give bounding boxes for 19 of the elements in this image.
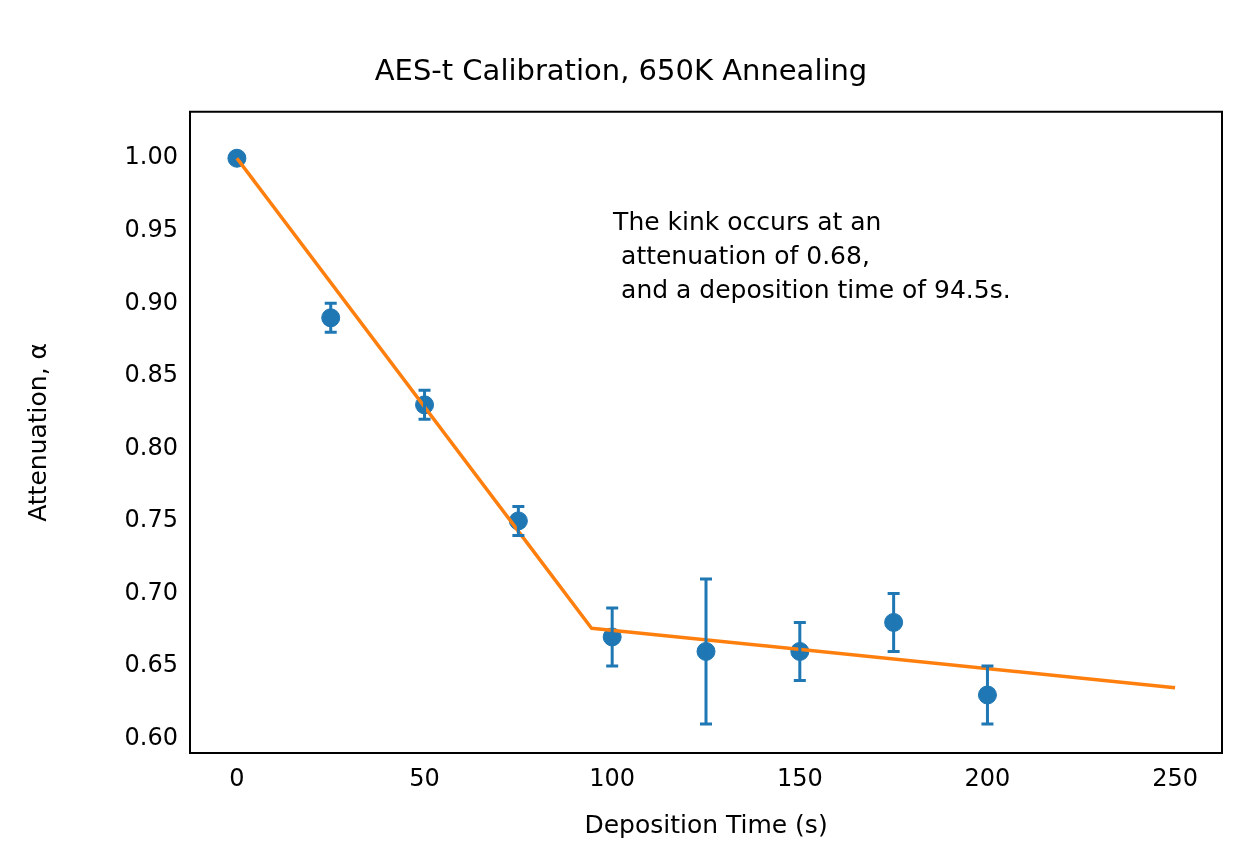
y-tick-label: 0.95 [124, 214, 178, 243]
y-tick-label: 0.60 [124, 722, 178, 751]
x-tick-label: 200 [964, 763, 1011, 792]
y-tick-label: 0.80 [124, 432, 178, 461]
y-axis-title: Attenuation, α [22, 342, 52, 522]
x-tick-label: 50 [409, 763, 440, 792]
x-tick-label: 100 [589, 763, 636, 792]
y-tick-label: 0.90 [124, 287, 178, 316]
y-tick-label: 0.85 [124, 360, 178, 389]
y-tick-label: 0.75 [124, 505, 178, 534]
x-tick-label: 0 [229, 763, 245, 792]
annotation: The kink occurs at an attenuation of 0.68, and a deposition time of 94.5s. [612, 207, 1011, 305]
y-tick-label: 0.70 [124, 577, 178, 606]
chart-title: AES-t Calibration, 650K Annealing [374, 52, 868, 87]
y-tick-label: 0.65 [124, 650, 178, 679]
x-tick-label: 250 [1152, 763, 1198, 792]
x-tick-label: 150 [776, 763, 823, 792]
x-axis-title: Deposition Time (s) [584, 809, 828, 839]
y-tick-label: 1.00 [124, 142, 178, 171]
